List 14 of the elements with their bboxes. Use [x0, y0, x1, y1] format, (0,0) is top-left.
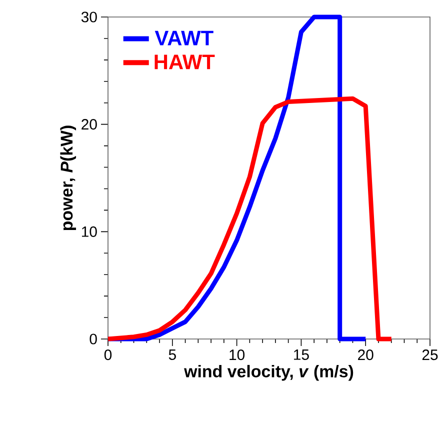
y-tick-label: 20	[82, 119, 97, 130]
y-tick-label: 0	[90, 334, 97, 344]
x-tick-label: 0	[104, 350, 112, 360]
x-tick-label: 5	[168, 350, 176, 360]
y-tick-label: 30	[81, 12, 97, 22]
y-axis-title: power, P(kW)	[60, 126, 76, 230]
x-tick-label: 20	[358, 350, 374, 360]
x-tick-label: 25	[422, 350, 438, 360]
legend-label: VAWT	[154, 30, 214, 46]
legend-label: HAWT	[154, 54, 215, 70]
x-axis-title: wind velocity, v (m/s)	[184, 364, 354, 381]
x-tick-label: 10	[230, 350, 245, 360]
x-tick-label: 15	[294, 350, 309, 360]
y-tick-label: 10	[82, 226, 97, 237]
